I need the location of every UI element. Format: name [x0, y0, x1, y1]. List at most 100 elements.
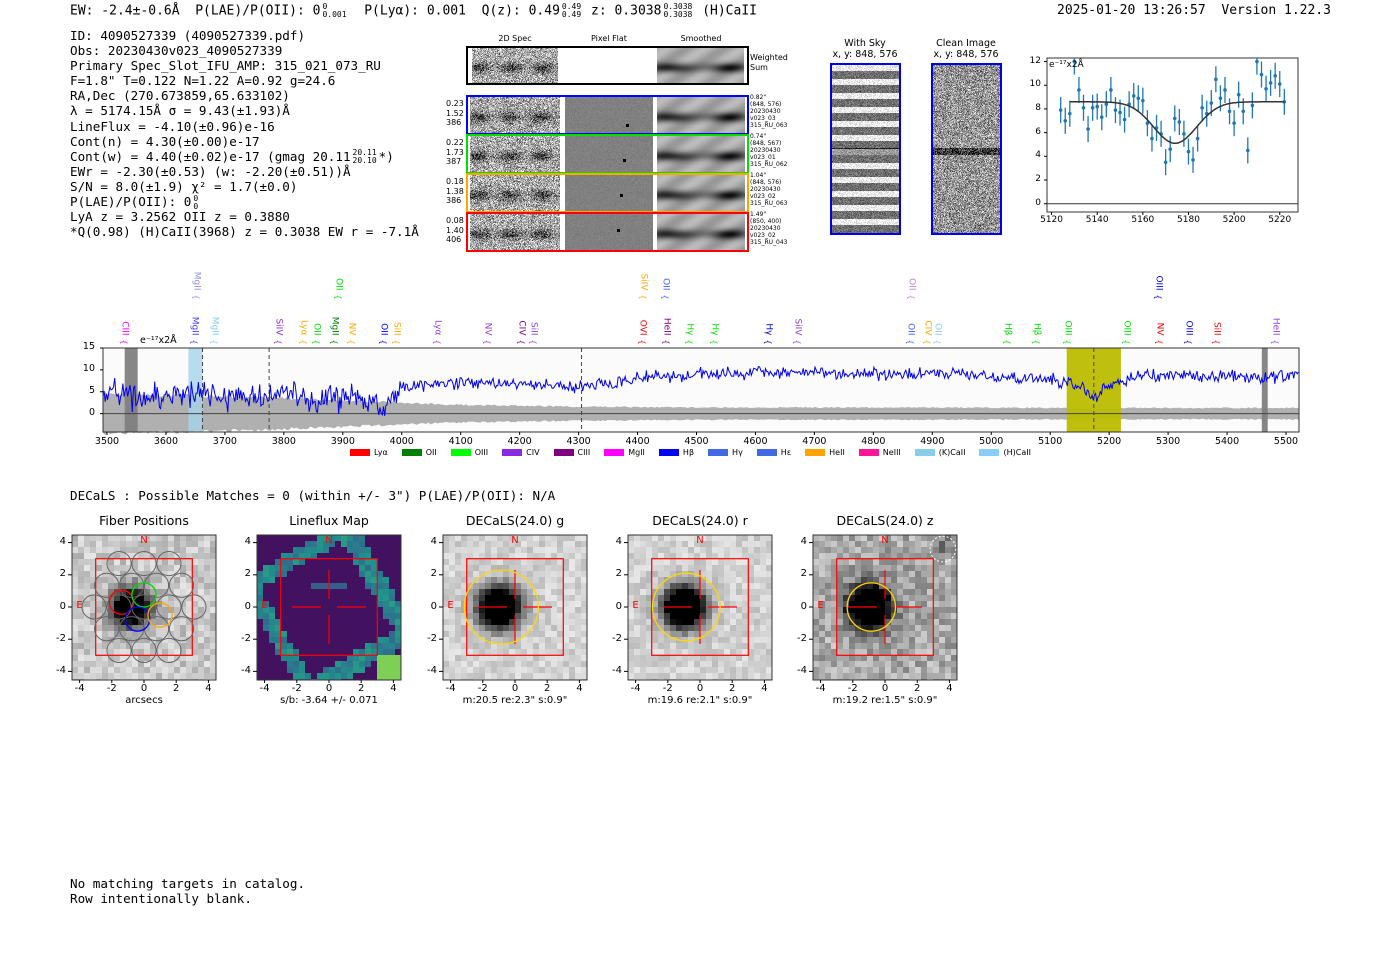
data-point [1118, 110, 1122, 115]
version: Version 1.22.3 [1221, 3, 1331, 18]
y-unit-label: e⁻¹⁷x2Å [1049, 60, 1084, 70]
fiber-meta-line: (848, 567) [750, 140, 782, 147]
search-box [651, 557, 749, 656]
y-tick-label: 4 [615, 536, 622, 548]
fiber-pixel-flat [565, 175, 653, 211]
info-line: Cont(w) = 4.40(±0.02)e-17 (gmag 20.11 20.… [70, 149, 419, 165]
data-point [1218, 96, 1223, 101]
legend-item: OIII [450, 448, 488, 457]
fiber-meta: 0.82" (848, 576) 20230430 v023_03 315_RU_063 [750, 94, 787, 129]
data-point [1068, 111, 1072, 116]
emission-line-bracket: { [684, 339, 694, 345]
fiber-meta-line: 0.74" [750, 133, 767, 140]
spectrum-legend: Lyα OII OIII CIV CIII MgII Hβ Hγ Hε HeII NeIII (K)C… [350, 448, 1031, 457]
fiber-circle [131, 550, 157, 576]
legend-item: MgII [604, 448, 645, 457]
fiber-meta-line: 20230430 [750, 186, 781, 193]
data-point [1077, 88, 1081, 92]
x-tick-label: 3900 [330, 436, 355, 447]
y-tick-label: -2 [427, 632, 437, 644]
emission-line-bracket: { [1031, 339, 1041, 345]
weighted-2d-spec [472, 48, 558, 83]
info-line: RA,Dec (270.673859,65.633102) [70, 88, 419, 103]
y-tick-label: -2 [797, 632, 807, 644]
x-tick-label: 3600 [153, 436, 179, 447]
emission-line-label: OII [932, 322, 943, 335]
legend-item: (K)CaII [914, 448, 965, 457]
emission-line-label: MgII [189, 316, 200, 335]
fit-plot-svg [1044, 57, 1299, 215]
data-point [1246, 148, 1250, 153]
fiber-stats: 0.18 1.38 386 [446, 177, 464, 206]
data-point [1268, 81, 1273, 85]
emission-line-label: MgII [329, 316, 340, 335]
fiber-2d-spec [470, 136, 560, 172]
x-tick-label: 4700 [802, 436, 827, 447]
emission-line-label: OII [660, 277, 671, 290]
fiber-2d-spec [470, 175, 560, 211]
line-id: (H)CaII [702, 3, 757, 19]
legend-label: (H)CaII [1003, 448, 1031, 457]
legend-swatch [805, 449, 826, 456]
fiber-meta-line: 20230430 [750, 225, 781, 232]
with-sky-xy: x, y: 848, 576 [832, 49, 898, 60]
cutout-frame [256, 534, 402, 680]
fiber-stat: 0.08 [446, 216, 464, 225]
emission-line-bracket: { [391, 339, 401, 345]
emission-line-bracket: { [378, 339, 388, 345]
plae-value: P(LAE)/P(OII): 0 [195, 3, 321, 19]
info-line: F=1.8" T=0.122 N=1.22 A=0.92 g=24.6 [70, 73, 419, 88]
weighted-sum-frame [466, 46, 749, 85]
info-supsub: 20.11 20.10 [353, 149, 377, 165]
legend-item: CIII [553, 448, 590, 457]
data-point [1182, 132, 1186, 136]
info-text: ID: 4090527339 (4090527339.pdf) [70, 28, 306, 43]
search-box [836, 557, 934, 656]
x-tick-label: 0 [881, 682, 889, 694]
x-tick-label: 5400 [1214, 436, 1240, 447]
y-tick-label: 2 [244, 568, 251, 580]
x-tick-label: 0 [140, 682, 148, 694]
fiber-smoothed [657, 175, 745, 211]
clean-frame [931, 63, 1002, 235]
cutout-title: DECaLS(24.0) r [652, 513, 748, 528]
data-point [1250, 103, 1255, 108]
legend-swatch [350, 449, 370, 456]
emission-line-label: NV [1154, 322, 1165, 335]
emission-line-label: SiII [391, 321, 402, 335]
info-line: LineFlux = -4.10(±0.96)e-16 [70, 119, 419, 134]
emission-line-bracket: { [906, 294, 916, 300]
info-text: RA,Dec (270.673859,65.633102) [70, 88, 290, 104]
y-tick-label: -4 [241, 664, 251, 676]
emission-line-label: OII [311, 322, 322, 335]
aperture-ellipse [846, 581, 897, 632]
data-point [1241, 109, 1246, 114]
cutout-overlay [253, 534, 402, 683]
y-tick-label: -4 [612, 664, 622, 676]
emission-line-bracket: { [333, 294, 343, 300]
emission-line-label: CIV [922, 319, 933, 335]
emission-line-bracket: { [1153, 294, 1163, 300]
emission-line-label: MgII [209, 316, 220, 335]
fiber-circle [106, 593, 132, 620]
legend-label: Lyα [374, 448, 388, 457]
plae-sup: 0 [322, 2, 328, 11]
info-line: Cont(n) = 4.30(±0.00)e-17 [70, 134, 419, 149]
weighted-sum-label: Weighted Sum [750, 53, 788, 72]
data-point [1099, 115, 1104, 120]
y-tick-label: 4 [59, 536, 66, 548]
x-tick-label: -2 [662, 682, 673, 694]
fiber-circle [94, 615, 120, 641]
east-label: E [76, 599, 83, 611]
emission-line-label: HeII [661, 317, 672, 335]
x-tick-label: 4100 [448, 436, 473, 447]
qz-sub: 0.49 [561, 10, 582, 19]
legend-swatch [401, 449, 422, 456]
y-tick-label: 2 [59, 568, 66, 580]
fiber-meta-line: 1.04" [750, 172, 767, 179]
legend-label: MgII [628, 448, 645, 457]
x-tick-label: 4600 [743, 436, 768, 447]
info-sup: 0 [193, 193, 199, 203]
y-tick-label: 2 [800, 568, 807, 580]
emission-line-bracket: { [637, 339, 647, 345]
